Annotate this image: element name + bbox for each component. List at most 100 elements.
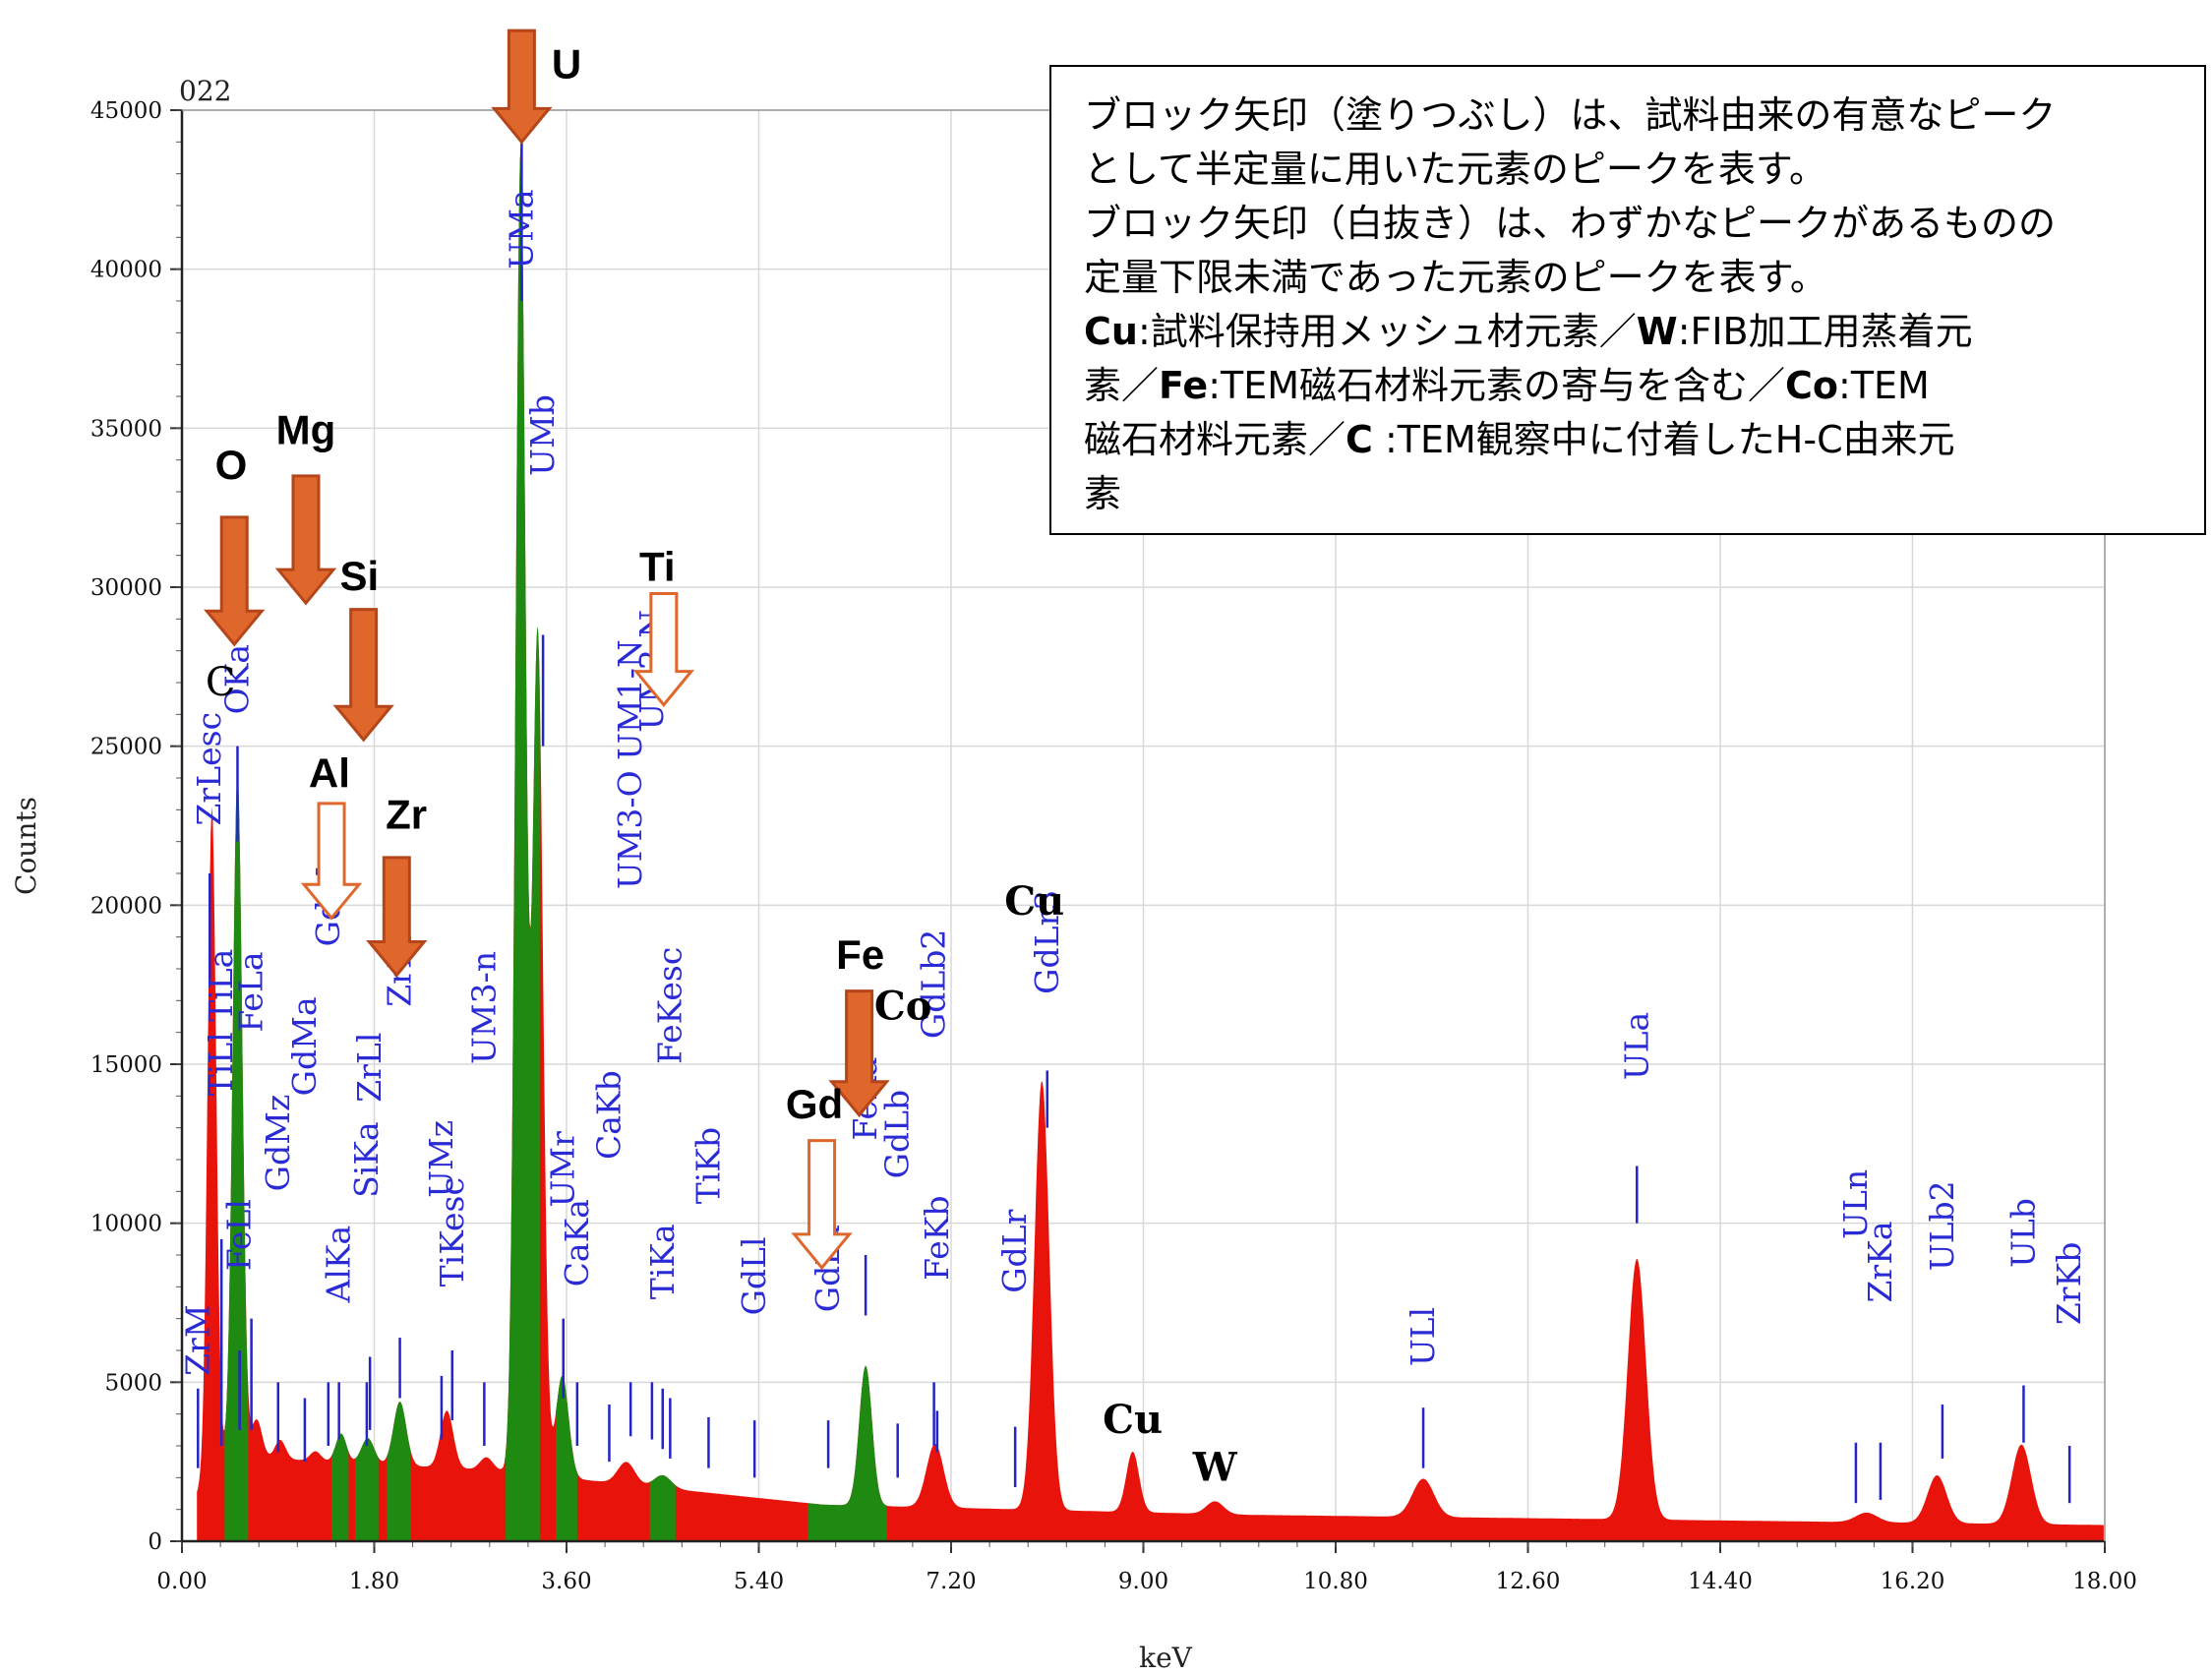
element-label: Gd xyxy=(786,1081,843,1127)
cont-2: 磁石材料元素／ xyxy=(1084,418,1346,461)
fe-symbol: Fe xyxy=(1159,364,1209,407)
y-tick-label: 30000 xyxy=(90,575,162,601)
line-label: CaKb xyxy=(589,1070,628,1160)
y-tick-label: 40000 xyxy=(90,258,162,283)
x-tick-label: 18.00 xyxy=(2072,1569,2137,1594)
c-desc: :TEM観察中に付着したH-C由来元 xyxy=(1372,418,1955,461)
line-label: ULb xyxy=(2003,1198,2042,1268)
hollow-arrow xyxy=(632,591,695,707)
legend-line-8: 素 xyxy=(1084,472,1122,515)
line-label: TiKa xyxy=(643,1224,682,1299)
line-label: SiKa xyxy=(347,1121,386,1198)
element-arrows xyxy=(204,29,890,1271)
filled-arrow xyxy=(274,474,337,606)
x-tick-label: 10.80 xyxy=(1303,1569,1368,1594)
cu-desc: :試料保持用メッシュ材元素／ xyxy=(1137,310,1637,353)
line-label: UM3-n xyxy=(464,951,503,1064)
x-tick-label: 3.60 xyxy=(541,1569,591,1594)
element-label: U xyxy=(552,41,581,88)
y-tick-label: 10000 xyxy=(90,1212,162,1237)
highlighted-roi xyxy=(556,1375,577,1541)
cont-1: 素／ xyxy=(1084,364,1160,407)
element-label: Co xyxy=(874,984,932,1030)
line-label: FeKesc xyxy=(650,947,688,1064)
line-label: ULb2 xyxy=(1923,1180,1961,1271)
element-label: Zr xyxy=(386,792,427,838)
filled-arrow xyxy=(366,856,428,978)
line-label: UMb xyxy=(523,394,562,476)
x-tick-label: 7.20 xyxy=(926,1569,976,1594)
line-markers xyxy=(197,110,2071,1504)
line-label: AlKa xyxy=(320,1226,358,1304)
y-tick-label: 20000 xyxy=(90,893,162,919)
highlighted-roi xyxy=(331,1433,349,1541)
line-label: GdLr xyxy=(995,1209,1034,1292)
filled-arrow xyxy=(332,608,394,743)
co-desc: :TEM xyxy=(1838,364,1930,407)
x-tick-label: 5.40 xyxy=(734,1569,784,1594)
x-tick-label: 12.60 xyxy=(1496,1569,1561,1594)
line-label: ZrKa xyxy=(1861,1221,1899,1302)
element-label: Fe xyxy=(836,931,884,978)
legend-line-1: ブロック矢印（塗りつぶし）は、試料由来の有意なピーク xyxy=(1084,93,2057,137)
filled-arrow xyxy=(491,29,553,145)
y-tick-label: 25000 xyxy=(90,735,162,760)
element-label: Cu xyxy=(1103,1397,1163,1443)
line-label: FeKb xyxy=(918,1195,956,1280)
line-label: GdLb2 xyxy=(915,929,953,1040)
highlighted-roi xyxy=(224,772,249,1541)
legend-line-6: 素／Fe:TEM磁石材料元素の寄与を含む／Co:TEM xyxy=(1084,359,2175,413)
spectrum xyxy=(197,148,2104,1542)
x-tick-label: 1.80 xyxy=(349,1569,399,1594)
legend-line-5: Cu:試料保持用メッシュ材元素／W:FIB加工用蒸着元 xyxy=(1084,305,2175,359)
filled-arrow xyxy=(204,515,266,647)
y-tick-label: 45000 xyxy=(90,98,162,124)
line-label: C xyxy=(206,660,236,705)
x-tick-label: 14.40 xyxy=(1688,1569,1753,1594)
x-tick-label: 9.00 xyxy=(1118,1569,1168,1594)
line-label: ULn xyxy=(1836,1169,1875,1239)
x-tick-label: 16.20 xyxy=(1881,1569,1945,1594)
element-label: Ti xyxy=(639,544,676,590)
line-label: ULl xyxy=(1404,1307,1442,1366)
legend-line-3: ブロック矢印（白抜き）は、わずかなピークがあるものの xyxy=(1084,202,2057,245)
c-symbol: C xyxy=(1345,418,1373,461)
line-label: GdLr3 xyxy=(1028,890,1066,994)
fe-desc: :TEM磁石材料元素の寄与を含む／ xyxy=(1208,364,1786,407)
legend-line-4: 定量下限未満であった元素のピークを表す。 xyxy=(1084,256,1827,299)
line-label: ZrM xyxy=(178,1304,216,1376)
line-label: CaKa xyxy=(558,1199,596,1286)
element-label: O xyxy=(215,442,248,488)
element-label: Si xyxy=(339,553,379,599)
element-label: Cu xyxy=(1004,878,1064,925)
line-label: UMr xyxy=(544,1131,582,1208)
hollow-arrow xyxy=(791,1139,853,1271)
highlighted-roi xyxy=(355,1438,379,1541)
highlighted-roi xyxy=(649,1474,676,1541)
line-label: GdLl xyxy=(735,1236,773,1315)
line-label: UMz xyxy=(422,1120,460,1198)
filled-arrow xyxy=(828,989,890,1118)
x-axis-title: keV xyxy=(1139,1642,1193,1674)
line-label: FeLl xyxy=(220,1199,259,1271)
line-label: ZrLl xyxy=(350,1033,389,1103)
legend-line-2: として半定量に用いた元素のピークを表す。 xyxy=(1084,148,1827,191)
y-tick-label: 35000 xyxy=(90,416,162,442)
line-label: GdLb xyxy=(878,1090,917,1179)
line-label: FeLa xyxy=(232,951,270,1032)
legend-line-7: 磁石材料元素／C :TEM観察中に付着したH-C由来元 xyxy=(1084,413,2175,467)
legend-note: ブロック矢印（塗りつぶし）は、試料由来の有意なピーク として半定量に用いた元素の… xyxy=(1049,65,2206,535)
y-tick-label: 0 xyxy=(148,1529,162,1555)
cu-symbol: Cu xyxy=(1084,310,1138,353)
element-label: Mg xyxy=(276,407,336,453)
x-tick-label: 0.00 xyxy=(156,1569,207,1594)
line-label: GdMa xyxy=(285,996,324,1096)
y-tick-label: 15000 xyxy=(90,1052,162,1078)
element-labels: U Mg O Si Ti Al Zr Fe Co Gd Cu Cu W xyxy=(215,41,1238,1491)
line-label: ZrKb xyxy=(2050,1242,2088,1325)
y-axis-title: Counts xyxy=(10,797,42,895)
line-label: TiKesc xyxy=(433,1177,471,1286)
line-label: TiKb xyxy=(688,1127,727,1204)
highlighted-roi xyxy=(506,148,540,1541)
